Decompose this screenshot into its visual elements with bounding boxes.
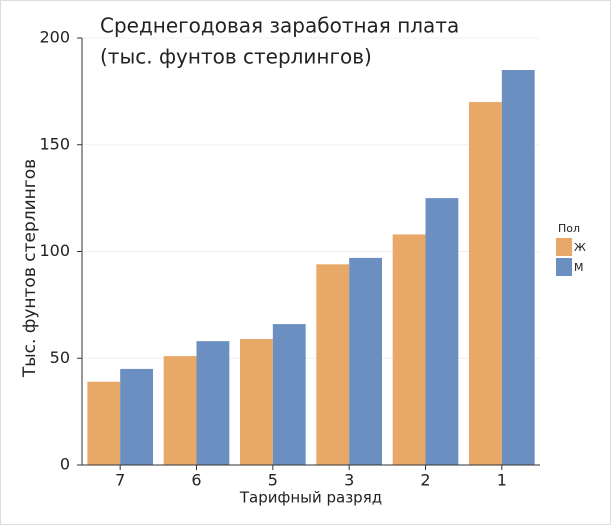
bar (501, 70, 535, 466)
bar (272, 324, 306, 465)
x-axis-label: Тарифный разряд (239, 489, 382, 507)
bar (425, 198, 459, 465)
x-tick-label: 7 (115, 471, 125, 490)
legend-title: Пол (558, 222, 580, 235)
y-tick-label: 50 (50, 348, 70, 367)
x-tick-label: 2 (420, 471, 430, 490)
y-tick-label: 150 (39, 134, 70, 153)
bar (87, 381, 121, 465)
bar (349, 257, 382, 465)
bar (316, 264, 350, 465)
y-axis-label: Тыс. фунтов стерлингов (20, 159, 40, 378)
bar (469, 102, 502, 466)
legend-label: М (574, 261, 584, 274)
bar (240, 339, 273, 465)
x-tick-label: 6 (191, 471, 201, 490)
chart-title: Среднегодовая заработная плата (100, 14, 459, 38)
y-tick-label: 100 (39, 241, 70, 260)
legend-swatch (556, 238, 572, 256)
bar (120, 368, 153, 465)
bar (196, 341, 230, 465)
x-tick-label: 3 (344, 471, 354, 490)
x-tick-label: 1 (497, 471, 507, 490)
chart-title: (тыс. фунтов стерлингов) (100, 45, 372, 69)
legend-label: Ж (574, 241, 586, 254)
y-tick-label: 200 (39, 28, 70, 47)
x-tick-label: 5 (268, 471, 278, 490)
legend-swatch (556, 258, 572, 276)
bar (392, 234, 426, 465)
bar (163, 356, 197, 465)
y-tick-label: 0 (60, 455, 70, 474)
